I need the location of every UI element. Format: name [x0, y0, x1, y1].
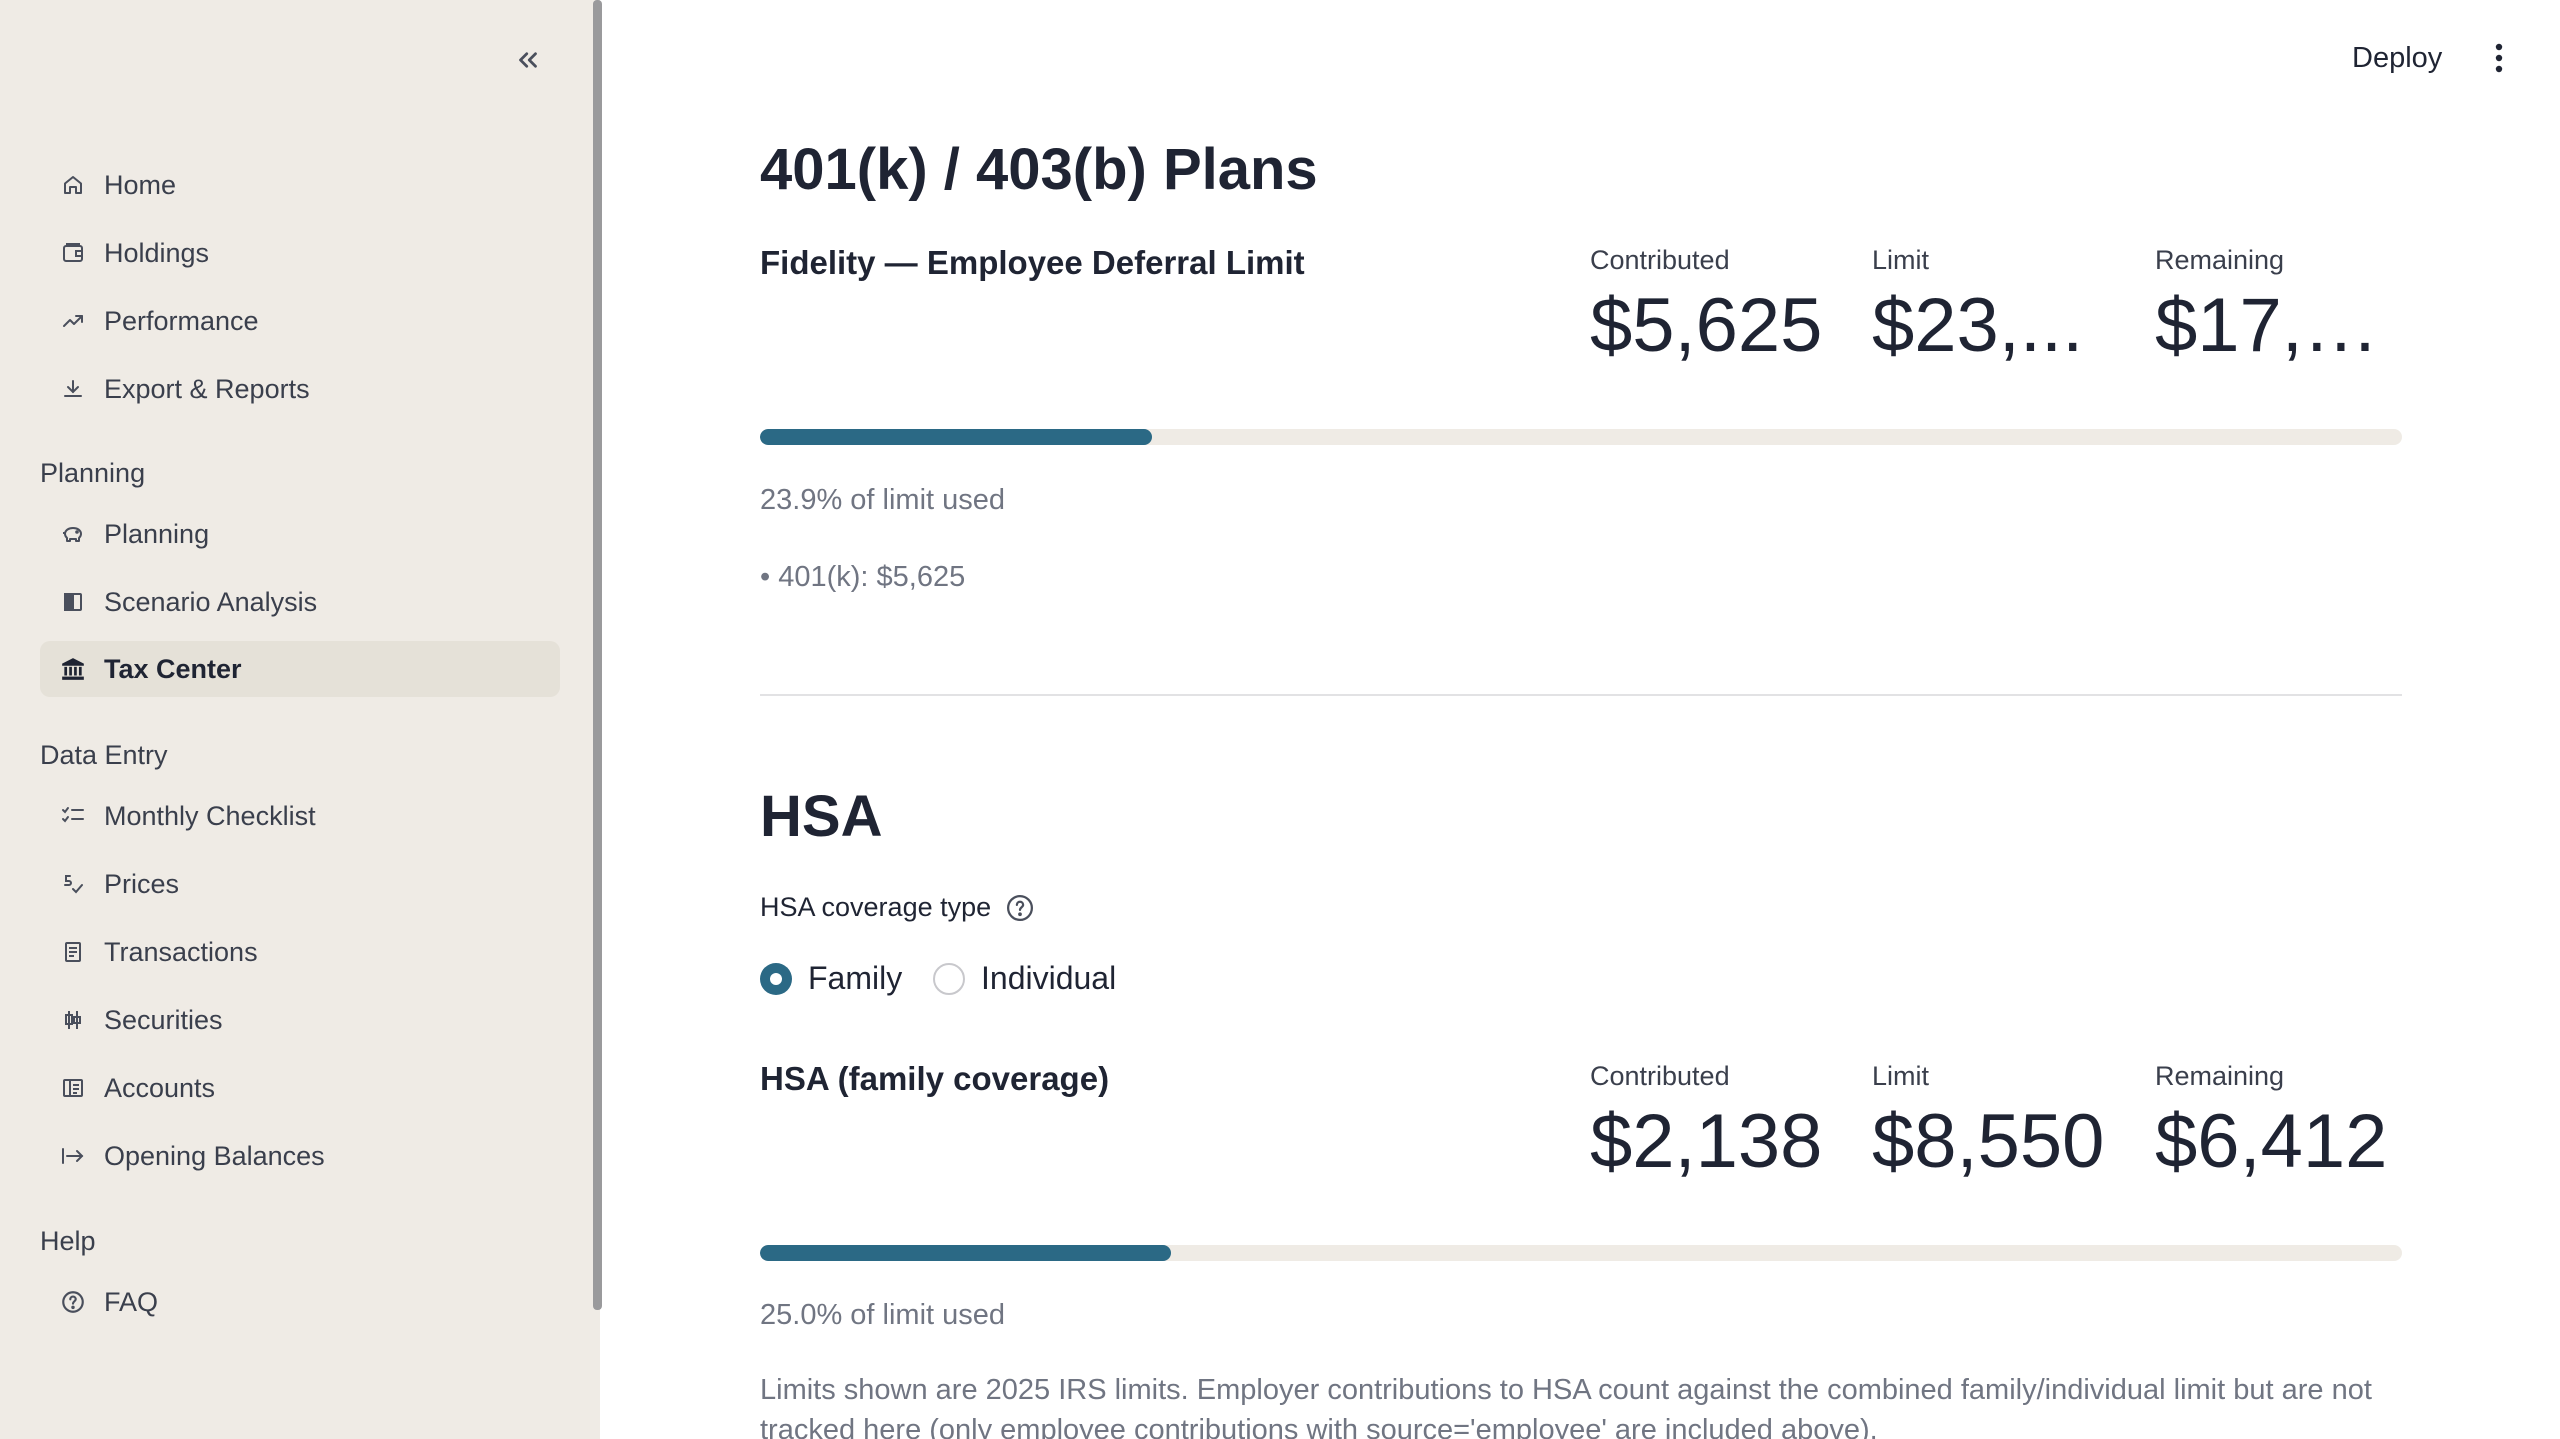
section-label-planning: Planning [40, 458, 146, 488]
section-label-help: Help [40, 1226, 96, 1256]
arrow-right-to-bar-icon [58, 1141, 88, 1171]
hsa-limit-metric: Limit $8,550 [1872, 1061, 2132, 1185]
radio-indicator [933, 962, 965, 995]
hsa-footnote: Limits shown are 2025 IRS limits. Employ… [760, 1374, 2372, 1439]
sidebar-item-label: Holdings [104, 237, 210, 268]
collapse-sidebar-button[interactable] [508, 40, 548, 80]
sidebar-item-home[interactable]: Home [40, 157, 560, 213]
retirement-remaining-metric: Remaining $17,8... [2155, 245, 2405, 369]
hsa-progress-fill [760, 1245, 1171, 1261]
retirement-breakdown-item: • 401(k): $5,625 [760, 561, 966, 593]
metric-value: $6,412 [2155, 1099, 2388, 1184]
metric-label: Remaining [2155, 1061, 2285, 1091]
wallet-icon [58, 238, 88, 268]
sidebar-item-label: Accounts [104, 1072, 216, 1103]
sidebar-item-label: Scenario Analysis [104, 586, 318, 617]
sidebar-item-label: FAQ [104, 1286, 159, 1317]
retirement-limit-metric: Limit $23,... [1872, 245, 2122, 369]
home-icon [58, 170, 88, 200]
metric-value: $23,... [1872, 283, 2084, 368]
deploy-button[interactable]: Deploy [2352, 42, 2443, 74]
sidebar-item-prices[interactable]: Prices [40, 856, 560, 912]
sidebar-item-export-reports[interactable]: Export & Reports [40, 361, 560, 417]
sidebar-item-label: Export & Reports [104, 373, 310, 404]
ledger-icon [58, 1073, 88, 1103]
hsa-coverage-type-label: HSA coverage type [760, 892, 1035, 923]
sidebar-item-holdings[interactable]: Holdings [40, 225, 560, 281]
sidebar-item-label: Performance [104, 305, 259, 336]
retirement-heading: 401(k) / 403(b) Plans [760, 137, 1318, 202]
sidebar-item-monthly-checklist[interactable]: Monthly Checklist [40, 788, 560, 844]
sidebar-item-label: Prices [104, 868, 180, 899]
sidebar-item-label: Planning [104, 518, 210, 549]
sidebar-item-accounts[interactable]: Accounts [40, 1060, 560, 1116]
sidebar-scrollbar[interactable] [593, 0, 602, 1310]
metric-value: $8,550 [1872, 1099, 2105, 1184]
sidebar-item-faq[interactable]: FAQ [40, 1274, 560, 1330]
metric-label: Contributed [1590, 1061, 1730, 1091]
retirement-progress-fill [760, 429, 1153, 445]
sidebar-item-planning[interactable]: Planning [40, 506, 560, 562]
sidebar-item-label: Securities [104, 1004, 223, 1035]
radio-label: Individual [981, 960, 1117, 996]
sidebar-item-tax-center[interactable]: Tax Center [40, 641, 560, 697]
metric-label: Limit [1872, 1061, 1930, 1091]
retirement-contributed-metric: Contributed $5,625 [1590, 245, 1840, 369]
question-circle-icon[interactable] [1005, 893, 1035, 923]
price-icon [58, 869, 88, 899]
vertical-dots-icon [2495, 43, 2503, 73]
retirement-progress-caption: 23.9% of limit used [760, 484, 1006, 516]
section-divider [760, 694, 2402, 696]
sidebar-item-scenario-analysis[interactable]: Scenario Analysis [40, 574, 560, 630]
hsa-contributed-metric: Contributed $2,138 [1590, 1061, 1850, 1185]
sidebar-item-label: Tax Center [104, 653, 242, 684]
metric-label: Limit [1872, 245, 1930, 275]
sidebar-item-label: Monthly Checklist [104, 800, 316, 831]
metric-value: $17,8... [2155, 283, 2405, 368]
metric-value: $5,625 [1590, 283, 1823, 368]
radio-indicator [760, 962, 792, 995]
more-menu-button[interactable] [2484, 38, 2514, 78]
sidebar: Home Holdings Performance Export & Repor… [0, 0, 602, 1439]
radio-label: Family [808, 960, 903, 996]
sidebar-item-transactions[interactable]: Transactions [40, 924, 560, 980]
hsa-remaining-metric: Remaining $6,412 [2155, 1061, 2415, 1185]
hsa-progress-bar [760, 1245, 2402, 1261]
metric-value: $2,138 [1590, 1099, 1823, 1184]
retirement-progress-bar [760, 429, 2402, 445]
double-chevron-left-icon [519, 52, 537, 68]
hsa-heading: HSA [760, 784, 883, 849]
receipt-icon [58, 937, 88, 967]
sidebar-item-opening-balances[interactable]: Opening Balances [40, 1128, 560, 1184]
candlestick-icon [58, 1005, 88, 1035]
trending-up-icon [58, 306, 88, 336]
retirement-card-title: Fidelity — Employee Deferral Limit [760, 244, 1305, 281]
hsa-card-title: HSA (family coverage) [760, 1060, 1110, 1097]
split-book-icon [58, 587, 88, 617]
bank-icon [58, 654, 88, 684]
coverage-radio-individual[interactable]: Individual [933, 960, 1116, 997]
metric-label: Remaining [2155, 245, 2285, 275]
download-icon [58, 374, 88, 404]
hsa-progress-caption: 25.0% of limit used [760, 1299, 1006, 1331]
sidebar-item-securities[interactable]: Securities [40, 992, 560, 1048]
sidebar-item-label: Home [104, 169, 177, 200]
coverage-radio-family[interactable]: Family [760, 960, 902, 997]
sidebar-item-performance[interactable]: Performance [40, 293, 560, 349]
sidebar-item-label: Opening Balances [104, 1140, 325, 1171]
hsa-coverage-type-text: HSA coverage type [760, 892, 992, 922]
section-label-data-entry: Data Entry [40, 740, 168, 770]
question-circle-icon [58, 1287, 88, 1317]
metric-label: Contributed [1590, 245, 1730, 275]
piggy-bank-icon [58, 519, 88, 549]
sidebar-item-label: Transactions [104, 936, 258, 967]
checklist-icon [58, 801, 88, 831]
